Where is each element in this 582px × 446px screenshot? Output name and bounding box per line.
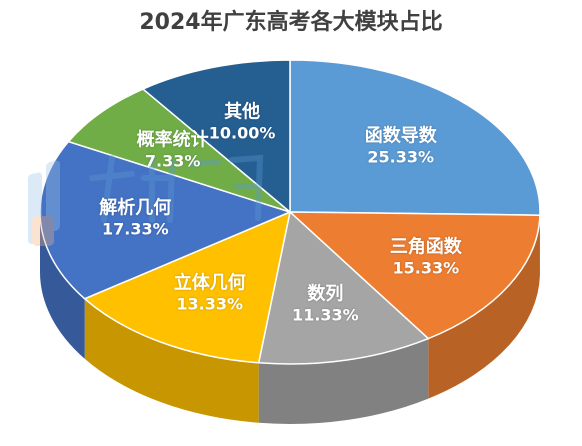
slice-percent: 11.33%	[292, 304, 359, 324]
slice-name: 其他	[224, 101, 261, 123]
pie-slice-0[interactable]	[289, 59, 541, 216]
pie-slice-2[interactable]	[257, 210, 430, 365]
pie-side-2	[258, 338, 429, 425]
pie-slice-6[interactable]	[141, 59, 291, 214]
slice-label-1: 三角函数 15.33%	[390, 237, 462, 278]
slice-percent: 25.33%	[367, 147, 435, 167]
pie-side-3	[84, 298, 259, 423]
chart-title: 2024年广东高考各大模块占比	[139, 10, 443, 35]
slice-name: 概率统计	[136, 129, 209, 151]
pie-side-1	[428, 215, 540, 399]
slice-percent: 10.00%	[208, 123, 276, 143]
slice-label-0: 函数导数 25.33%	[365, 125, 437, 166]
slice-label-4: 解析几何 17.33%	[99, 197, 171, 238]
slice-name: 三角函数	[389, 236, 462, 258]
slice-label-5: 概率统计 7.33%	[137, 130, 209, 171]
pie-slice-1[interactable]	[288, 211, 541, 340]
slice-percent: 17.33%	[101, 219, 169, 239]
pie-slice-4[interactable]	[39, 140, 293, 300]
slice-label-2: 数列 11.33%	[292, 283, 359, 324]
slice-name: 数列	[307, 283, 344, 305]
pie-slice-5[interactable]	[67, 88, 291, 213]
slice-percent: 15.33%	[392, 258, 460, 278]
slice-percent: 13.33%	[176, 293, 244, 313]
slice-name: 解析几何	[99, 197, 172, 219]
pie-slice-3[interactable]	[83, 210, 292, 364]
pie-side-4	[40, 212, 85, 359]
slice-percent: 7.33%	[144, 151, 201, 171]
slice-name: 立体几何	[173, 271, 246, 293]
slice-label-3: 立体几何 13.33%	[174, 272, 246, 313]
slice-name: 函数导数	[364, 125, 437, 147]
slice-label-6: 其他 10.00%	[209, 102, 276, 143]
